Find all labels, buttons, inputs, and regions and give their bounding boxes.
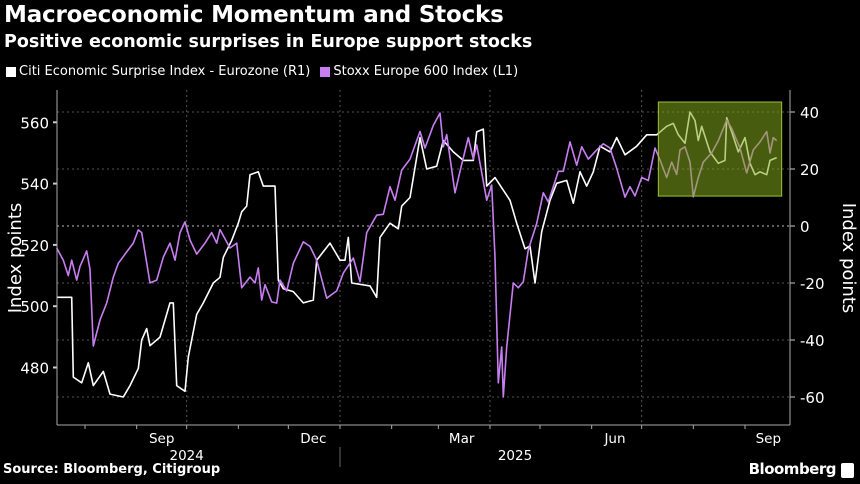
x-year-label: 2025 xyxy=(498,448,532,464)
left-tick-label: 520 xyxy=(20,237,49,255)
chart-title: Macroeconomic Momentum and Stocks xyxy=(4,2,504,28)
left-tick-label: 560 xyxy=(20,114,49,132)
legend-swatch-cesi xyxy=(6,66,16,77)
left-axis-title: Index points xyxy=(5,203,26,314)
highlight-box xyxy=(657,101,783,197)
legend-item-stoxx: Stoxx Europe 600 Index (L1) xyxy=(320,64,518,79)
right-tick-label: -40 xyxy=(800,332,825,350)
right-tick-label: 40 xyxy=(800,104,819,122)
legend-swatch-stoxx xyxy=(320,66,331,77)
source-note: Source: Bloomberg, Citigroup xyxy=(3,462,221,477)
legend: Citi Economic Surprise Index - Eurozone … xyxy=(6,64,518,79)
axes: -60 -40 -20 0 20 40 480 500 520 540 560 Sep Dec Mar Ju… xyxy=(20,90,825,467)
right-tick-label: 20 xyxy=(800,161,819,179)
x-tick-label: Mar xyxy=(449,431,475,447)
legend-item-cesi: Citi Economic Surprise Index - Eurozone … xyxy=(6,64,310,79)
x-tick-label: Sep xyxy=(756,431,781,447)
right-tick-label: -20 xyxy=(800,275,825,293)
x-tick-label: Sep xyxy=(149,431,174,447)
left-tick-label: 500 xyxy=(20,298,49,316)
legend-label-stoxx: Stoxx Europe 600 Index (L1) xyxy=(333,64,519,79)
bloomberg-logo: Bloomberg xyxy=(748,460,837,478)
bloomberg-terminal-icon xyxy=(841,463,854,478)
x-tick-label: Jun xyxy=(603,431,625,447)
right-axis-title: Index points xyxy=(838,203,859,314)
right-tick-label: -60 xyxy=(800,389,825,407)
right-tick-label: 0 xyxy=(800,218,810,236)
left-tick-label: 540 xyxy=(20,176,49,194)
left-tick-label: 480 xyxy=(20,360,49,378)
chart-subtitle: Positive economic surprises in Europe su… xyxy=(4,32,533,52)
x-year-label: 2024 xyxy=(169,448,203,464)
x-tick-label: Dec xyxy=(300,431,326,447)
legend-label-cesi: Citi Economic Surprise Index - Eurozone … xyxy=(19,64,311,79)
